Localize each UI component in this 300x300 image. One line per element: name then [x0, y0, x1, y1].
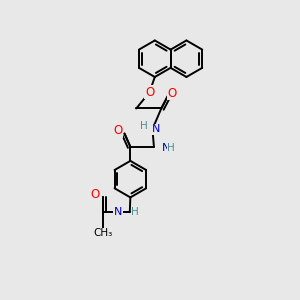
Text: H: H [140, 121, 148, 131]
Text: O: O [90, 188, 100, 201]
Text: N: N [162, 143, 170, 153]
Text: N: N [114, 207, 122, 217]
Text: O: O [167, 87, 177, 100]
Text: CH₃: CH₃ [94, 228, 113, 238]
Text: N: N [152, 124, 160, 134]
Text: H: H [167, 143, 175, 153]
Text: H: H [131, 207, 139, 217]
Text: O: O [145, 86, 154, 99]
Text: O: O [113, 124, 123, 137]
